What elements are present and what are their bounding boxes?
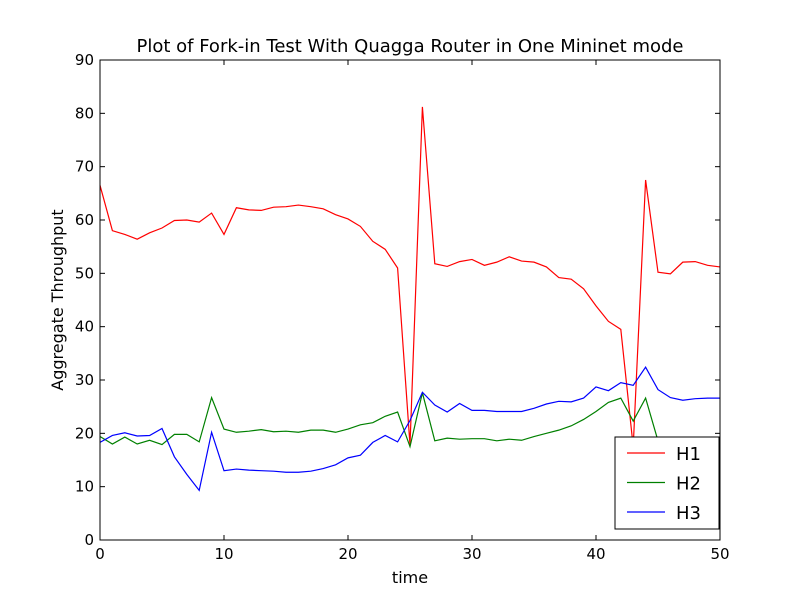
y-tick-label: 90: [75, 51, 94, 69]
x-axis-title: time: [392, 568, 428, 587]
legend-label-h1: H1: [676, 444, 701, 465]
x-tick-label: 20: [338, 545, 357, 563]
y-tick-label: 70: [75, 158, 94, 176]
series-line-h2: [99, 392, 721, 453]
chart-title: Plot of Fork-in Test With Quagga Router …: [137, 36, 684, 57]
legend-label-h3: H3: [676, 503, 701, 524]
y-axis-title: Aggregate Throughput: [48, 209, 67, 390]
plot-area-frame: [99, 59, 721, 541]
x-tick-label: 10: [214, 545, 233, 563]
y-tick-label: 40: [75, 318, 94, 336]
series-line-h3: [99, 366, 720, 492]
y-tick-label: 50: [75, 264, 94, 282]
x-tick-label: 40: [586, 545, 605, 563]
y-tick-label: 60: [75, 211, 94, 229]
series-layer: [99, 106, 721, 492]
y-tick-label: 10: [75, 478, 94, 496]
x-tick-label: 0: [95, 545, 105, 563]
axis-ticks: 0 10 20 30 40 50 0 10 20 30 40 50 60 70 80 90: [75, 51, 730, 563]
y-tick-label: 30: [75, 371, 94, 389]
y-tick-label: 0: [84, 531, 94, 549]
legend: H1 H2 H3: [614, 436, 720, 530]
x-tick-label: 30: [462, 545, 481, 563]
x-tick-label: 50: [710, 545, 729, 563]
legend-label-h2: H2: [676, 474, 701, 495]
y-tick-label: 20: [75, 424, 94, 442]
y-tick-label: 80: [75, 104, 94, 122]
